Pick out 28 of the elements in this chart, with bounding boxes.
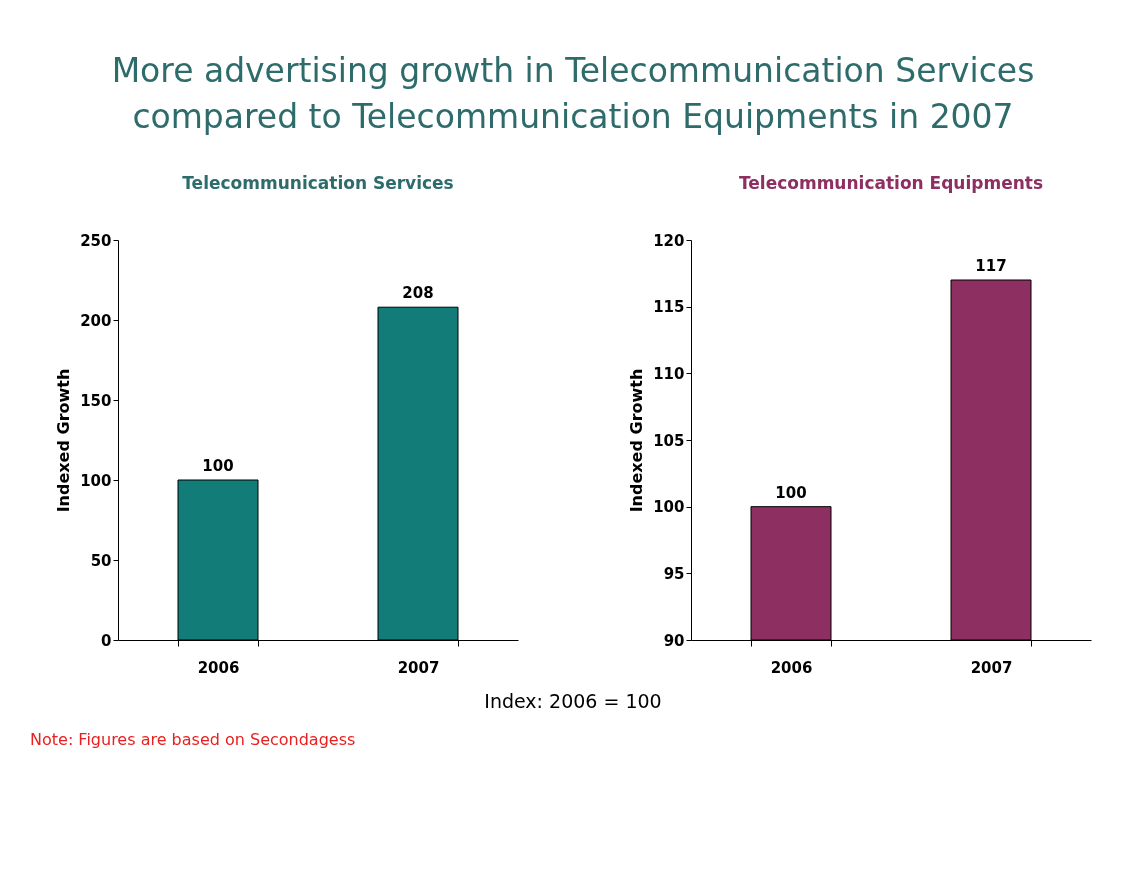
data-label: 117 <box>975 257 1007 275</box>
x-tick-label: 2006 <box>197 658 240 677</box>
data-label: 100 <box>775 483 807 502</box>
chart-subtitle: Telecommunication Services <box>182 173 454 193</box>
y-tick-label: 100 <box>653 498 685 517</box>
y-tick-label: 200 <box>80 311 112 330</box>
y-tick-label: 105 <box>653 431 685 450</box>
x-tick-label: 2007 <box>970 658 1013 677</box>
y-tick-label: 250 <box>80 231 112 250</box>
x-tick-label: 2007 <box>397 658 440 677</box>
y-tick-label: 0 <box>101 631 112 650</box>
chart-title: Telecommunication Equipments <box>738 173 1044 193</box>
y-tick-label: 100 <box>80 471 112 490</box>
y-tick-label: 120 <box>653 231 685 250</box>
y-tick-label: 90 <box>663 631 685 650</box>
y-tick-label: 110 <box>653 364 685 383</box>
text: Note: Figures are based on Secondagess <box>30 730 357 749</box>
data-label: 208 <box>402 284 434 303</box>
text: Index: 2006 = 100 <box>483 690 663 712</box>
y-axis-title: Indexed Growth <box>54 368 74 513</box>
data-label: 100 <box>202 457 234 475</box>
y-tick-label: 50 <box>90 551 112 570</box>
y-tick-label: 115 <box>653 298 685 317</box>
y-tick-label: 95 <box>663 564 685 583</box>
x-tick-label: 2006 <box>770 658 813 677</box>
y-axis-title: Indexed Growth <box>627 368 647 513</box>
chart-title: More advertising growth in Telecommunication Services compared to Telecommunication Equipments in 2007 <box>110 50 1036 138</box>
y-tick-label: 150 <box>80 391 112 410</box>
